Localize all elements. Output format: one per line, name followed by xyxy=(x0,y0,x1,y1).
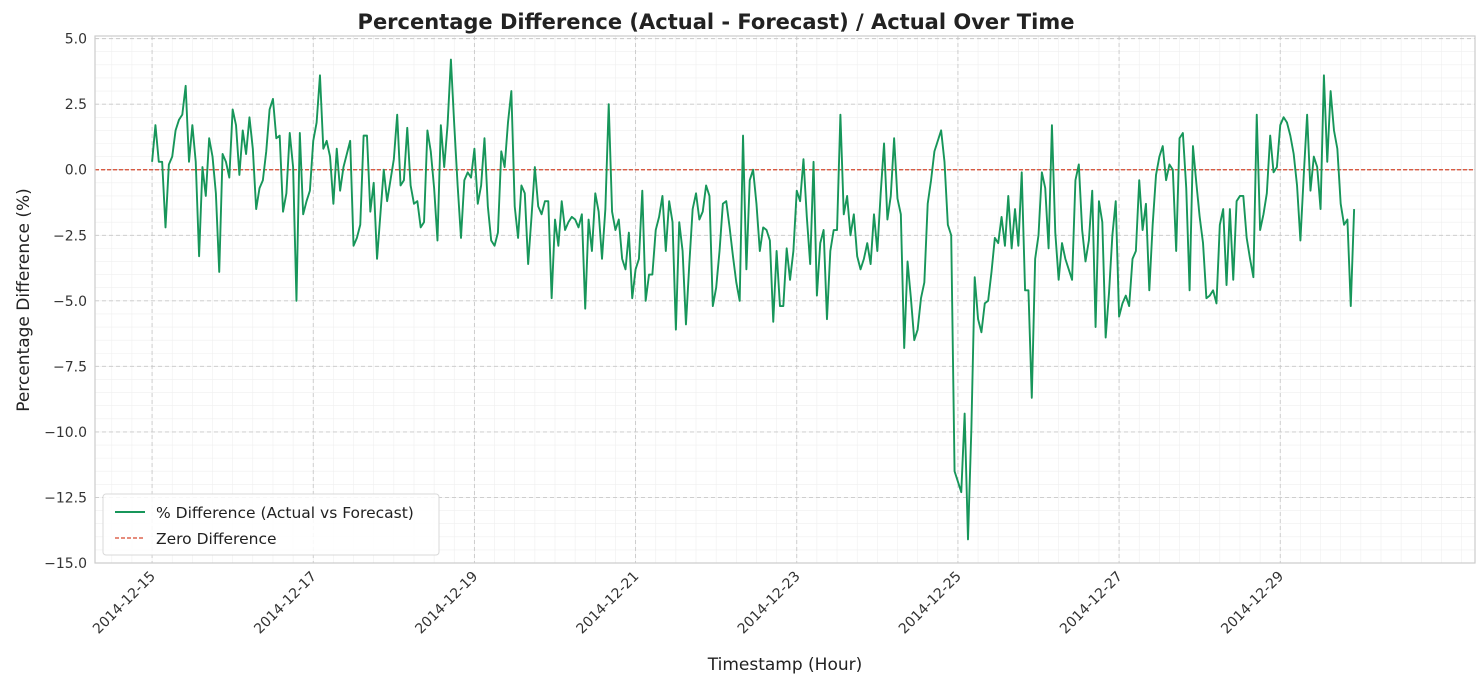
x-tick-label: 2014-12-25 xyxy=(896,569,965,638)
legend: % Difference (Actual vs Forecast) Zero D… xyxy=(102,493,440,556)
x-tick-label: 2014-12-15 xyxy=(90,569,159,638)
legend-box xyxy=(102,493,440,556)
y-axis-ticks: 5.0 2.5 0.0 −2.5 −5.0 −7.5 −10.0 −12.5 −15.0 xyxy=(44,32,87,572)
x-tick-label: 2014-12-27 xyxy=(1057,569,1126,638)
legend-label-difference: % Difference (Actual vs Forecast) xyxy=(156,504,414,522)
x-axis-label: Timestamp (Hour) xyxy=(707,655,863,675)
x-tick-label: 2014-12-17 xyxy=(251,569,320,638)
legend-label-zero: Zero Difference xyxy=(156,530,277,548)
y-tick-label: 5.0 xyxy=(65,32,87,48)
y-tick-label: −12.5 xyxy=(44,490,87,506)
y-axis-label: Percentage Difference (%) xyxy=(14,188,34,412)
x-tick-label: 2014-12-29 xyxy=(1218,569,1287,638)
x-tick-label: 2014-12-23 xyxy=(735,569,804,638)
x-tick-label: 2014-12-21 xyxy=(574,569,643,638)
y-tick-label: 2.5 xyxy=(65,97,87,113)
series-layer xyxy=(151,58,1356,541)
y-tick-label: −2.5 xyxy=(53,228,87,244)
x-tick-label: 2014-12-19 xyxy=(412,569,481,638)
chart-title: Percentage Difference (Actual - Forecast… xyxy=(358,10,1075,34)
y-tick-label: −15.0 xyxy=(44,556,87,572)
series-line-difference xyxy=(151,58,1356,541)
plot-background xyxy=(95,36,1475,563)
y-tick-label: −7.5 xyxy=(53,359,87,375)
y-tick-label: −10.0 xyxy=(44,425,87,441)
plot-frame xyxy=(94,35,1476,564)
y-tick-label: −5.0 xyxy=(53,294,87,310)
x-axis-ticks: 2014-12-15 2014-12-17 2014-12-19 2014-12-21… xyxy=(90,569,1287,638)
y-tick-label: 0.0 xyxy=(65,163,87,179)
